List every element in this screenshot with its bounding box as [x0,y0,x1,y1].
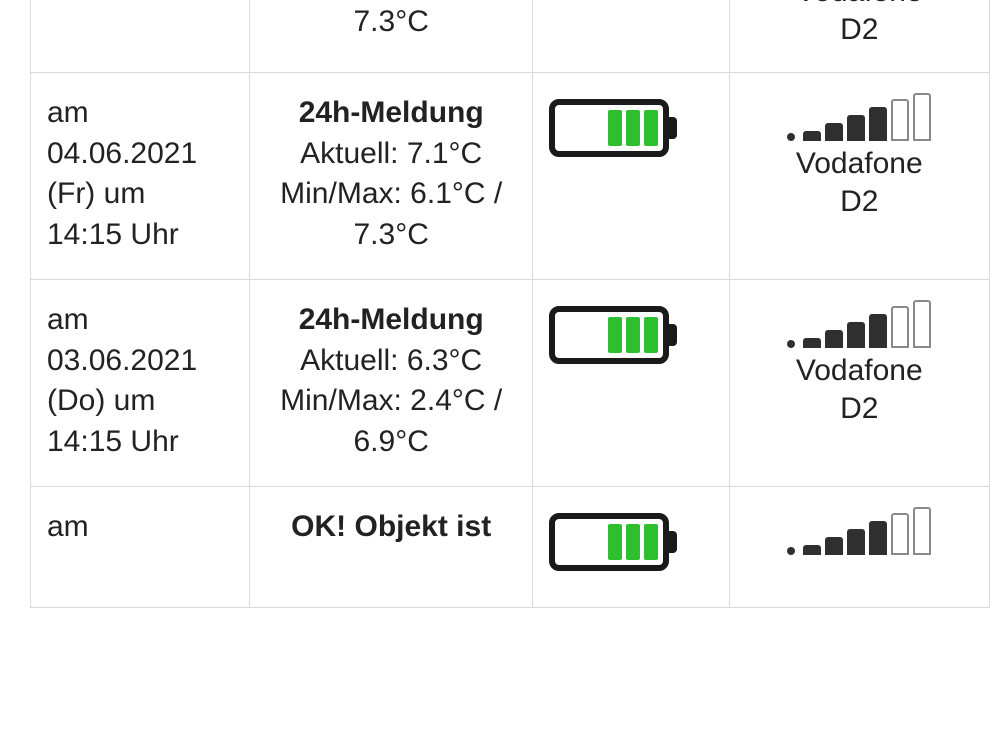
log-table: um 14:15UhrAktuell: 6.7°CMin/Max: 6.1°C … [30,0,990,608]
signal-cell: VodafoneD2 [729,280,989,487]
carrier-label: VodafoneD2 [796,0,923,48]
signal-bar [913,507,931,555]
battery-icon [549,306,669,364]
date-cell: um 14:15Uhr [31,0,250,73]
signal-bar [869,107,887,141]
carrier-line: D2 [796,183,923,221]
message-cell: Aktuell: 6.7°CMin/Max: 6.1°C /7.3°C [250,0,533,73]
battery-icon [549,99,669,157]
signal-bar [913,300,931,348]
date-cell: am03.06.2021(Do) um14:15 Uhr [31,280,250,487]
battery-cell-bar [608,317,622,353]
signal-bar [891,306,909,348]
date-line: am [47,93,233,134]
message-title: 24h-Meldung [266,300,516,341]
signal-dot [787,133,795,141]
carrier-label: VodafoneD2 [796,352,923,427]
message-line: Aktuell: 7.1°C [266,134,516,175]
date-line: (Fr) um [47,174,233,215]
battery-icon [549,513,669,571]
message-line: 7.3°C [266,215,516,256]
table-row: um 14:15UhrAktuell: 6.7°CMin/Max: 6.1°C … [31,0,990,73]
date-cell: am04.06.2021(Fr) um14:15 Uhr [31,73,250,280]
signal-bar [913,93,931,141]
battery-cell [533,0,729,73]
signal-dot [787,547,795,555]
battery-cell [533,280,729,487]
signal-dot [787,340,795,348]
battery-cell-bar [644,317,658,353]
message-title: 24h-Meldung [266,93,516,134]
date-cell: am [31,487,250,608]
signal-cell [729,487,989,608]
table-row: am03.06.2021(Do) um14:15 Uhr24h-MeldungA… [31,280,990,487]
date-line: (Do) um [47,381,233,422]
signal-icon [787,507,931,555]
carrier-line: D2 [796,11,923,49]
date-line: am [47,300,233,341]
date-line: Uhr [47,0,233,2]
log-viewport: um 14:15UhrAktuell: 6.7°CMin/Max: 6.1°C … [0,0,1000,750]
date-line: 04.06.2021 [47,134,233,175]
carrier-line: Vodafone [796,0,923,11]
carrier-line: Vodafone [796,145,923,183]
battery-cell-bar [608,110,622,146]
carrier-line: D2 [796,390,923,428]
signal-bar [803,545,821,555]
battery-cell-bar [644,524,658,560]
signal-bar [803,338,821,348]
signal-bar [847,322,865,348]
signal-bar [869,314,887,348]
carrier-label: VodafoneD2 [796,145,923,220]
signal-bar [891,513,909,555]
message-line: 7.3°C [266,2,516,43]
battery-cell [533,487,729,608]
signal-cell: VodafoneD2 [729,0,989,73]
battery-cell [533,73,729,280]
signal-bar [891,99,909,141]
date-line: 03.06.2021 [47,341,233,382]
date-line: 14:15 Uhr [47,422,233,463]
signal-bar [825,537,843,555]
battery-cell-bar [626,524,640,560]
message-cell: OK! Objekt ist [250,487,533,608]
signal-icon [787,300,931,348]
message-line: 6.9°C [266,422,516,463]
signal-bar [869,521,887,555]
table-row: am OK! Objekt ist [31,487,990,608]
battery-cell-bar [626,110,640,146]
signal-bar [825,330,843,348]
signal-bar [825,123,843,141]
signal-bar [847,529,865,555]
signal-cell: VodafoneD2 [729,73,989,280]
battery-cell-bar [626,317,640,353]
date-line: am [47,507,233,548]
message-cell: 24h-MeldungAktuell: 6.3°CMin/Max: 2.4°C … [250,280,533,487]
carrier-line: Vodafone [796,352,923,390]
message-cell: 24h-MeldungAktuell: 7.1°CMin/Max: 6.1°C … [250,73,533,280]
message-line: Min/Max: 2.4°C / [266,381,516,422]
signal-bar [803,131,821,141]
signal-icon [787,93,931,141]
message-title: OK! Objekt ist [266,507,516,548]
message-line: Min/Max: 6.1°C / [266,174,516,215]
battery-cell-bar [608,524,622,560]
battery-cell-bar [644,110,658,146]
date-line: 14:15 Uhr [47,215,233,256]
signal-bar [847,115,865,141]
message-line: Aktuell: 6.3°C [266,341,516,382]
table-row: am04.06.2021(Fr) um14:15 Uhr24h-MeldungA… [31,73,990,280]
